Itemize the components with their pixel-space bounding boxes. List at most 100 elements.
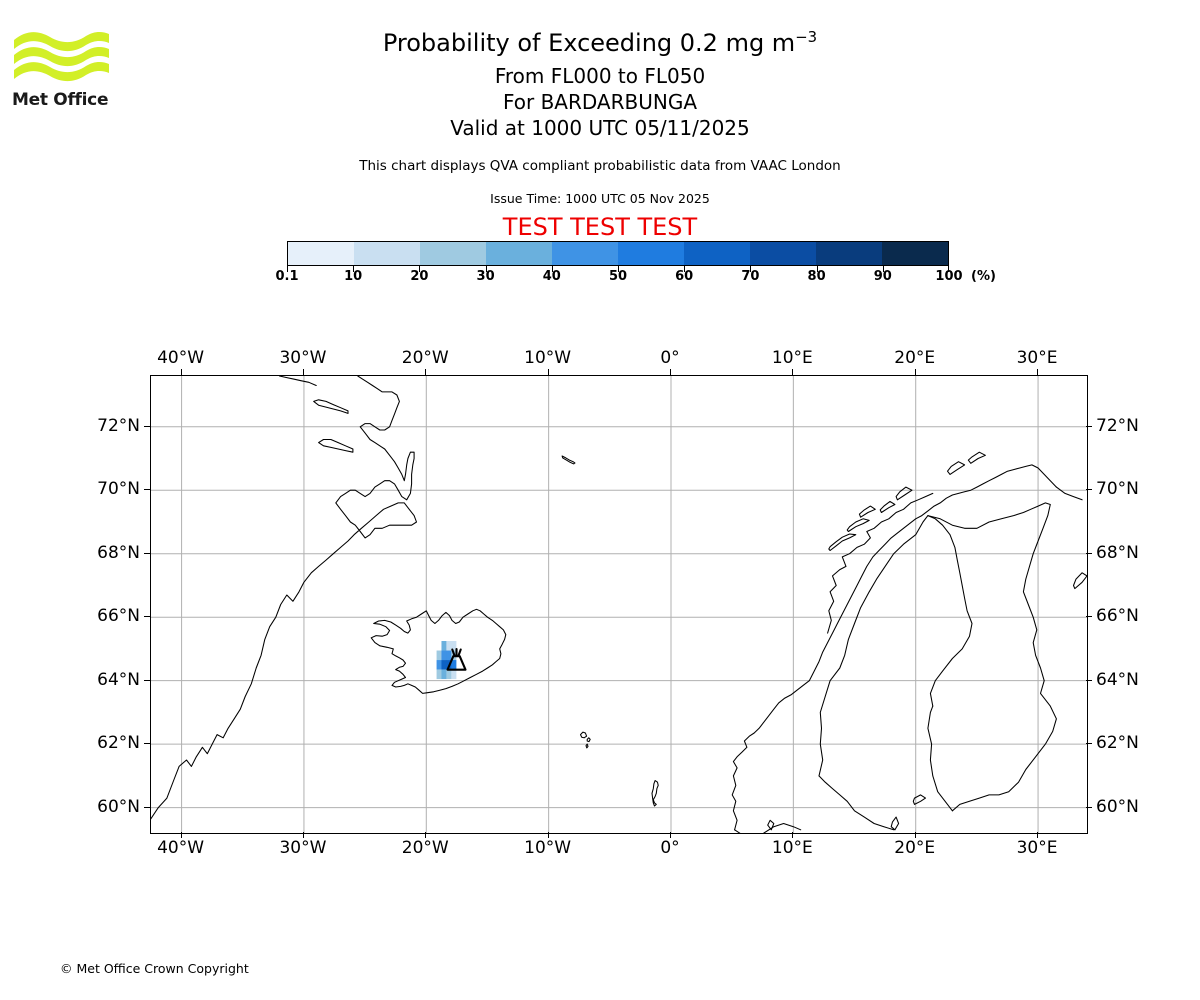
colorbar-tick-label: 70: [741, 269, 760, 284]
coastline-finnmark-isl2: [967, 451, 986, 464]
coastline-shetland: [651, 780, 659, 807]
axis-tick: [144, 489, 150, 491]
axis-tick: [914, 369, 916, 375]
colorbar-swatch-6: [684, 242, 750, 265]
colorbar-tick: [816, 266, 818, 272]
colorbar-swatch-7: [750, 242, 816, 265]
colorbar-tick-label: 50: [608, 269, 628, 284]
coastline-greenland-tip: [278, 376, 317, 387]
map-coastlines: [151, 376, 1087, 833]
lon-tick-label-top: 0°: [660, 348, 680, 368]
map-gridlines: [151, 376, 1087, 833]
lat-tick-label-left: 72°N: [97, 415, 140, 436]
coastline-norway-coast-detail: [827, 492, 934, 634]
axis-tick: [144, 743, 150, 745]
title-flight-levels: From FL000 to FL050: [494, 64, 706, 88]
coastline-norway-south: [734, 822, 802, 833]
colorbar-tick: [618, 266, 619, 272]
map-canvas: [151, 376, 1087, 833]
issue-time: Issue Time: 1000 UTC 05 Nov 2025: [490, 191, 710, 206]
lon-tick-label-top: 10°E: [771, 348, 813, 368]
volcano-plume-stroke: [451, 648, 456, 657]
lat-tick-label-right: 60°N: [1096, 796, 1139, 817]
probability-cell: [436, 660, 442, 670]
lat-tick-label-right: 70°N: [1096, 479, 1139, 500]
axis-tick: [1037, 369, 1039, 375]
colorbar-gradient: [287, 241, 949, 266]
lon-tick-label-top: 20°E: [894, 348, 936, 368]
title-main-text: Probability of Exceeding 0.2 mg m: [382, 29, 796, 57]
coastline-faroe: [579, 731, 588, 739]
logo-wordmark: Met Office: [12, 90, 109, 110]
axis-tick: [1086, 425, 1092, 427]
axis-tick: [180, 369, 182, 375]
axis-tick: [914, 832, 916, 838]
lon-tick-label-bottom: 20°W: [401, 838, 449, 858]
axis-tick: [1086, 552, 1092, 554]
axis-tick: [547, 832, 549, 838]
axis-tick: [1086, 489, 1092, 491]
colorbar-ticks: [287, 266, 949, 286]
probability-cell: [451, 669, 457, 680]
probability-cell: [446, 650, 452, 661]
probability-cell: [441, 669, 447, 680]
axis-tick: [425, 832, 427, 838]
lat-tick-label-right: 66°N: [1096, 606, 1139, 627]
axis-tick: [144, 616, 150, 618]
met-office-waves-icon: [14, 31, 109, 82]
coastline-lofoten2: [846, 518, 870, 533]
axis-tick: [144, 679, 150, 681]
lat-tick-label-right: 68°N: [1096, 542, 1139, 563]
test-banner: TEST TEST TEST: [502, 213, 698, 241]
probability-cell: [446, 669, 452, 680]
axis-tick: [144, 425, 150, 427]
axis-tick: [1037, 832, 1039, 838]
colorbar-tick: [684, 266, 686, 272]
colorbar-swatch-5: [618, 242, 684, 265]
colorbar-swatch-8: [816, 242, 882, 265]
colorbar-tick: [353, 266, 355, 272]
coastline-kola-coast: [1055, 486, 1083, 501]
colorbar-swatch-0: [288, 242, 354, 265]
axis-tick: [792, 832, 794, 838]
map-plot-area[interactable]: [150, 375, 1088, 834]
coastline-faroe2: [586, 737, 591, 743]
colorbar-tick: [750, 266, 752, 272]
coastline-sweden-finland-border: [818, 515, 929, 777]
coastline-norway-west: [731, 464, 1057, 831]
axis-tick: [1086, 806, 1092, 808]
title-volcano: For BARDARBUNGA: [502, 90, 698, 114]
coastline-greenland-inlet1: [318, 438, 354, 453]
qva-note: This chart displays QVA compliant probab…: [359, 158, 841, 174]
axis-tick: [670, 832, 671, 838]
probability-cell: [451, 660, 457, 670]
axis-tick: [144, 806, 150, 808]
coastline-lofoten1: [828, 533, 857, 552]
colorbar-tick-label: 20: [410, 269, 429, 284]
title-valid-time: Valid at 1000 UTC 05/11/2025: [450, 116, 750, 140]
colorbar-tick: [948, 266, 949, 272]
colorbar-tick: [551, 266, 553, 272]
lat-tick-label-left: 64°N: [97, 669, 140, 690]
probability-cell: [451, 640, 457, 651]
axis-tick: [302, 832, 304, 838]
coastline-iceland: [370, 608, 507, 694]
lat-tick-label-left: 70°N: [97, 479, 140, 500]
axis-tick: [144, 552, 150, 554]
colorbar-swatch-2: [420, 242, 486, 265]
probability-cell: [441, 660, 447, 670]
coastline-finnmark-isl: [946, 461, 966, 475]
colorbar-tick-label: 0.1: [275, 269, 299, 284]
probability-cell: [436, 669, 442, 680]
colorbar-tick: [419, 266, 421, 272]
axis-tick: [180, 832, 182, 838]
lon-tick-label-bottom: 10°W: [524, 838, 572, 858]
axis-tick: [792, 369, 794, 375]
coastline-greenland: [151, 376, 418, 820]
lon-tick-label-top: 20°W: [401, 348, 449, 368]
lon-tick-label-top: 30°W: [279, 348, 327, 368]
lat-tick-label-right: 72°N: [1096, 415, 1139, 436]
coastline-troms-isl: [895, 486, 913, 501]
colorbar-unit-label: (%): [971, 269, 996, 284]
lon-tick-label-bottom: 40°W: [157, 838, 205, 858]
